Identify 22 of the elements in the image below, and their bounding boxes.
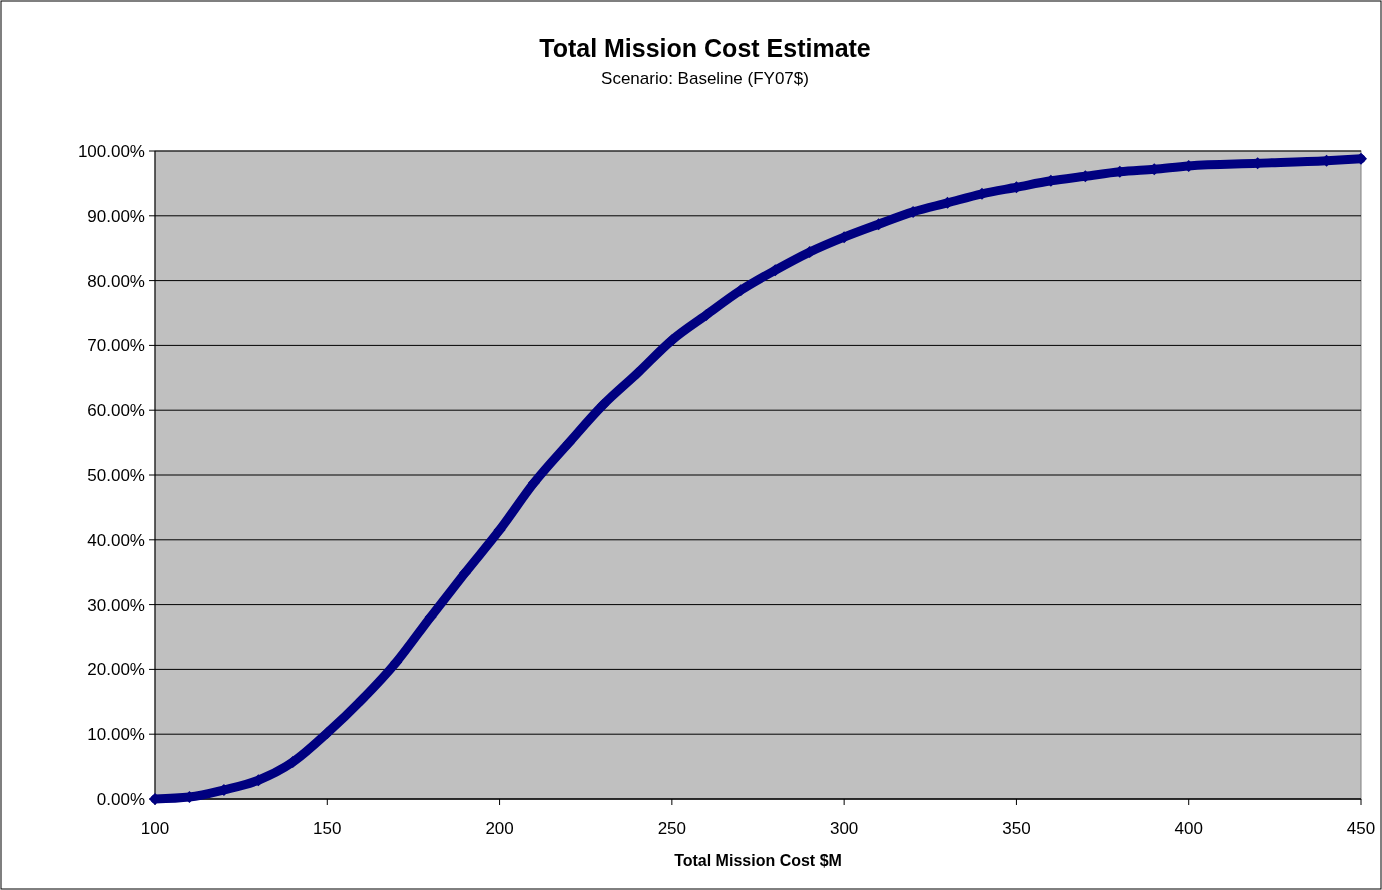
y-tick-label: 60.00% — [87, 401, 145, 421]
x-tick-label: 200 — [485, 819, 514, 838]
y-tick-label: 50.00% — [87, 466, 145, 485]
y-tick-label: 20.00% — [87, 660, 145, 680]
x-tick-label: 100 — [140, 819, 170, 838]
y-tick-label: 30.00% — [87, 595, 145, 615]
x-tick-label: 450 — [1346, 819, 1376, 838]
x-tick-label: 400 — [1174, 819, 1203, 838]
x-tick-label: 350 — [1002, 819, 1031, 838]
y-tick-label: 10.00% — [87, 725, 145, 745]
x-tick-label: 300 — [829, 819, 859, 838]
y-tick-label: 0.00% — [96, 790, 145, 809]
y-tick-label: 80.00% — [87, 271, 145, 291]
y-tick-label: 70.00% — [87, 336, 145, 356]
y-tick-label: 90.00% — [87, 206, 145, 226]
y-tick-label: 40.00% — [87, 530, 145, 550]
chart-subtitle: Scenario: Baseline (FY07$) — [601, 69, 809, 88]
chart-title: Total Mission Cost Estimate — [539, 34, 871, 62]
x-tick-label: 250 — [657, 819, 687, 838]
x-axis-title: Total Mission Cost $M — [674, 852, 842, 869]
y-tick-label: 100.00% — [77, 142, 145, 161]
x-tick-label: 150 — [313, 819, 342, 838]
